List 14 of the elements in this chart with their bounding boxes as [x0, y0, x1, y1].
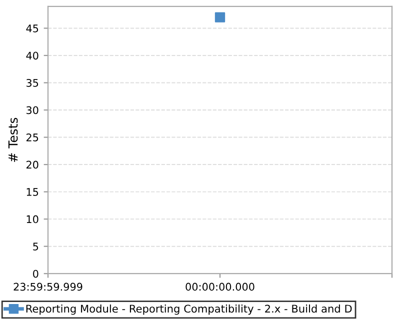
- y-tick-label: 20: [26, 160, 38, 169]
- y-axis-title: # Tests: [8, 118, 18, 162]
- y-tick-label: 0: [33, 270, 38, 278]
- x-tick-label: 23:59:59.999: [14, 282, 82, 291]
- y-tick-label: 25: [26, 134, 38, 142]
- y-tick-label: 45: [26, 24, 38, 32]
- y-tick-label: 5: [33, 242, 38, 250]
- y-tick-label: 30: [26, 106, 38, 114]
- y-tick-label: 35: [26, 78, 38, 87]
- x-tick-label: 00:00:00.000: [186, 282, 254, 291]
- y-tick-label: 15: [26, 188, 38, 196]
- y-tick-label: 10: [26, 215, 38, 224]
- legend-label: Reporting Module - Reporting Compatibility - 2.x - Build and D: [26, 304, 352, 315]
- y-tick-label: 40: [26, 52, 38, 60]
